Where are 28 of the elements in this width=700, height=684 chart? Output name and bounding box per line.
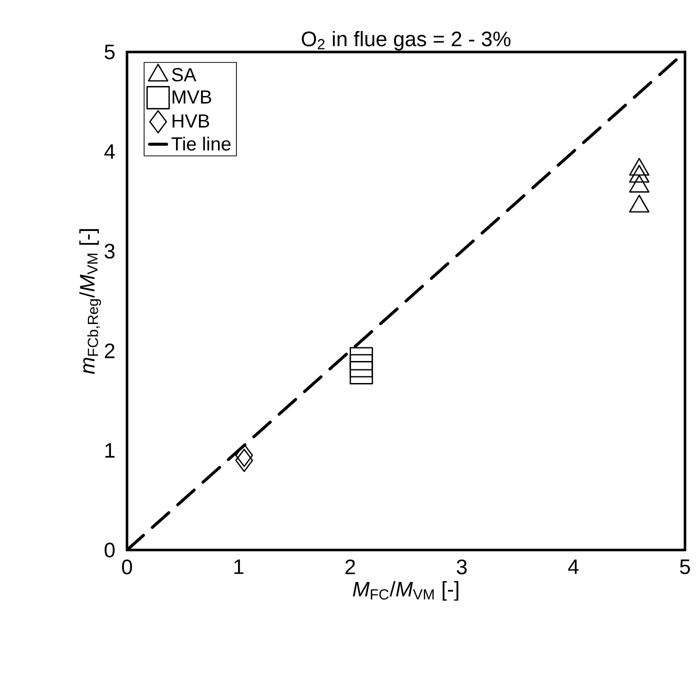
x-tick-label: 0	[122, 560, 132, 574]
point	[629, 174, 650, 193]
legend-label: HVB	[172, 114, 210, 128]
point	[350, 361, 374, 384]
y-tick-label: 0	[104, 542, 115, 558]
point	[629, 158, 650, 176]
chart-title: O$_{2}$ in flue gas = 2 - 3%	[302, 31, 510, 50]
legend-label: Tie line	[172, 136, 231, 151]
y-tick-label: 2	[104, 343, 114, 358]
point	[629, 194, 650, 213]
x-tick-label: 2	[345, 560, 355, 574]
y-axis-title: m$_{FCb,Reg}$/M$_{VM}$ [-]	[79, 229, 101, 374]
point	[235, 444, 254, 468]
point	[235, 448, 254, 472]
y-tick-label: 4	[104, 144, 115, 159]
y-tick-label: 5	[104, 44, 115, 60]
x-tick-label: 3	[456, 560, 467, 574]
y-tick-label: 1	[105, 443, 114, 458]
y-tick-label: 3	[104, 244, 115, 259]
x-tick-label: 5	[680, 560, 690, 574]
x-axis-title: M$_{FC}$/M$_{VM}$ [-]	[352, 581, 458, 601]
legend-label: MVB	[172, 90, 212, 104]
x-tick-label: 1	[234, 560, 244, 574]
point	[629, 164, 650, 183]
legend-label: SA	[172, 68, 196, 82]
point	[350, 347, 374, 370]
point	[350, 354, 374, 378]
x-tick-label: 4	[568, 560, 579, 574]
